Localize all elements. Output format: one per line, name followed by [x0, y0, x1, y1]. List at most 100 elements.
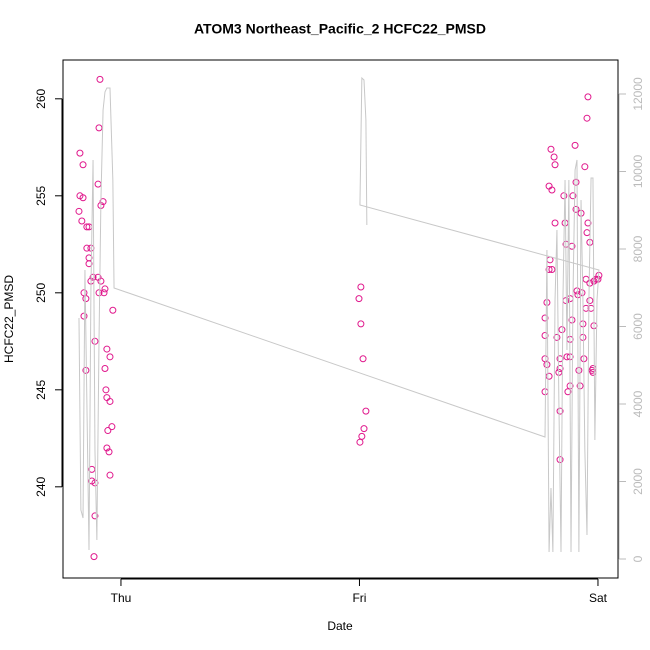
data-point [97, 277, 105, 285]
data-point [360, 425, 368, 433]
data-point [589, 368, 597, 376]
data-point [572, 205, 580, 213]
y2-tick-label: 8000 [631, 235, 645, 262]
data-point [75, 207, 83, 215]
data-point [551, 219, 559, 227]
data-point [357, 320, 365, 328]
data-point [586, 279, 594, 287]
y2-tick-label: 12000 [631, 77, 645, 111]
data-point [102, 386, 110, 394]
data-point [103, 345, 111, 353]
data-point [358, 432, 366, 440]
data-point [569, 192, 577, 200]
data-point [83, 244, 91, 252]
data-point [99, 198, 107, 206]
data-point [545, 266, 553, 274]
data-point [91, 512, 99, 520]
data-point [357, 283, 365, 291]
data-point [548, 186, 556, 194]
data-point [106, 397, 114, 405]
y2-tick-label: 2000 [631, 468, 645, 495]
data-point [543, 361, 551, 369]
data-point [558, 326, 566, 334]
data-point [592, 275, 600, 283]
data-point [105, 448, 113, 456]
data-point [78, 217, 86, 225]
data-point [109, 306, 117, 314]
data-point [359, 355, 367, 363]
x-tick-label: Sat [589, 591, 608, 605]
data-point [85, 260, 93, 268]
data-point [572, 178, 580, 186]
data-point [583, 229, 591, 237]
y2-tick-label: 4000 [631, 390, 645, 417]
data-point [355, 295, 363, 303]
data-point [90, 553, 98, 561]
chart-title: ATOM3 Northeast_Pacific_2 HCFC22_PMSD [194, 21, 486, 37]
data-point [83, 223, 91, 231]
data-point [94, 180, 102, 188]
series-line [78, 76, 600, 553]
data-point [106, 471, 114, 479]
data-point [95, 124, 103, 132]
data-point [76, 149, 84, 157]
data-point [578, 289, 586, 297]
data-point [103, 444, 111, 452]
data-point [541, 314, 549, 322]
data-point [95, 289, 103, 297]
y2-tick-label: 10000 [631, 154, 645, 188]
data-point [106, 353, 114, 361]
data-point [553, 333, 561, 341]
data-point [82, 295, 90, 303]
data-point [547, 145, 555, 153]
data-point [104, 427, 112, 435]
data-point [584, 93, 592, 101]
data-point [80, 312, 88, 320]
x-tick-label: Fri [352, 591, 366, 605]
data-point [79, 161, 87, 169]
data-point [91, 337, 99, 345]
data-point [564, 388, 572, 396]
data-point [362, 407, 370, 415]
y2-tick-label: 0 [631, 555, 645, 562]
data-point [87, 244, 95, 252]
data-point [541, 355, 549, 363]
data-point [356, 438, 364, 446]
x-tick-label: Thu [111, 591, 132, 605]
y-axis-label: HCFC22_PMSD [2, 275, 16, 363]
data-point [96, 75, 104, 83]
data-point [556, 407, 564, 415]
data-point [89, 273, 97, 281]
data-point [571, 141, 579, 149]
x-axis-label: Date [327, 619, 353, 633]
data-point [79, 194, 87, 202]
data-point [101, 364, 109, 372]
data-point [556, 364, 564, 372]
data-point [80, 289, 88, 297]
data-point [556, 355, 564, 363]
data-point [568, 316, 576, 324]
y-tick-label: 255 [34, 185, 48, 205]
data-point [550, 153, 558, 161]
data-point [582, 275, 590, 283]
y-tick-label: 240 [34, 476, 48, 496]
y-tick-label: 250 [34, 282, 48, 302]
data-point [548, 266, 556, 274]
data-point [88, 465, 96, 473]
data-point [108, 423, 116, 431]
y-tick-label: 245 [34, 379, 48, 399]
data-point [586, 297, 594, 305]
data-point [583, 114, 591, 122]
data-point [584, 219, 592, 227]
data-point [545, 372, 553, 380]
data-point [581, 163, 589, 171]
data-point [103, 394, 111, 402]
y2-tick-label: 6000 [631, 313, 645, 340]
plot-frame [62, 59, 619, 579]
y-tick-label: 260 [34, 88, 48, 108]
data-point [575, 366, 583, 374]
data-point [551, 161, 559, 169]
data-point [101, 285, 109, 293]
data-point [100, 289, 108, 297]
